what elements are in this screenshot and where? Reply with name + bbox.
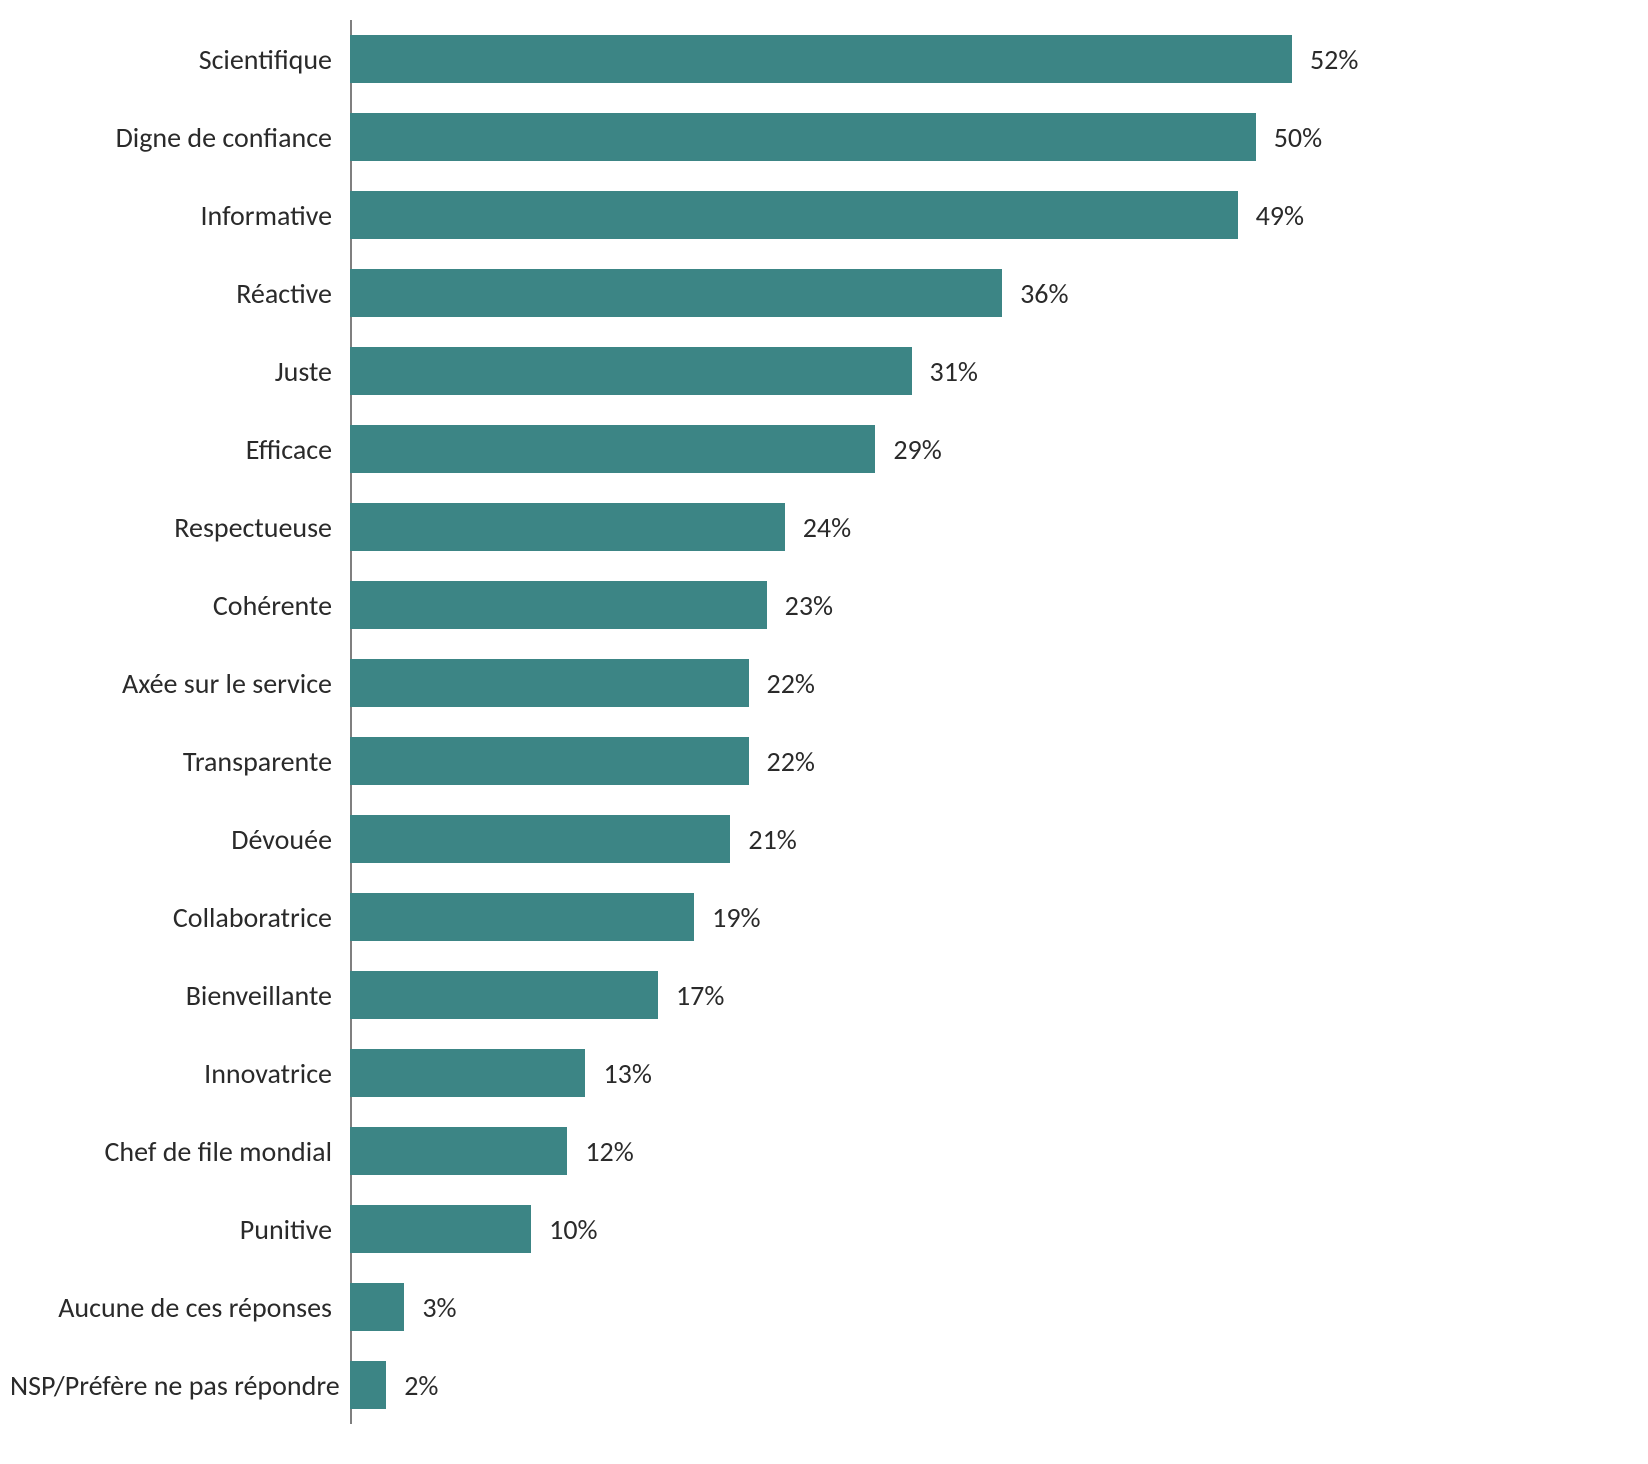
bar-area: 19%: [350, 893, 1618, 941]
chart-row: Scientifique 52%: [10, 20, 1618, 98]
bar: [350, 737, 749, 785]
bar-area: 52%: [350, 35, 1618, 83]
bar: [350, 659, 749, 707]
bar: [350, 191, 1238, 239]
chart-row: Chef de file mondial 12%: [10, 1112, 1618, 1190]
bar-area: 50%: [350, 113, 1618, 161]
horizontal-bar-chart: Scientifique 52% Digne de confiance 50% Info…: [10, 20, 1618, 1424]
category-label: Punitive: [10, 1212, 350, 1247]
bar: [350, 581, 767, 629]
chart-row: Respectueuse 24%: [10, 488, 1618, 566]
value-label: 49%: [1238, 198, 1304, 233]
chart-row: Aucune de ces réponses 3%: [10, 1268, 1618, 1346]
bar-area: 22%: [350, 659, 1618, 707]
chart-row: Juste 31%: [10, 332, 1618, 410]
chart-row: Axée sur le service 22%: [10, 644, 1618, 722]
chart-row: Efficace 29%: [10, 410, 1618, 488]
bar: [350, 815, 730, 863]
category-label: Chef de file mondial: [10, 1134, 350, 1169]
chart-row: Bienveillante 17%: [10, 956, 1618, 1034]
chart-row: Informative 49%: [10, 176, 1618, 254]
bar: [350, 425, 875, 473]
bar: [350, 1127, 567, 1175]
bar-area: 36%: [350, 269, 1618, 317]
bar: [350, 1205, 531, 1253]
bar-area: 29%: [350, 425, 1618, 473]
chart-row: NSP/Préfère ne pas répondre 2%: [10, 1346, 1618, 1424]
chart-row: Réactive 36%: [10, 254, 1618, 332]
category-label: Informative: [10, 198, 350, 233]
bar: [350, 1283, 404, 1331]
value-label: 21%: [730, 822, 796, 857]
bar: [350, 113, 1256, 161]
category-label: Collaboratrice: [10, 900, 350, 935]
category-label: Innovatrice: [10, 1056, 350, 1091]
bar-area: 12%: [350, 1127, 1618, 1175]
bar-area: 23%: [350, 581, 1618, 629]
value-label: 10%: [531, 1212, 597, 1247]
bar-area: 2%: [350, 1361, 1618, 1409]
bar: [350, 971, 658, 1019]
category-label: Aucune de ces réponses: [10, 1290, 350, 1325]
bar-area: 21%: [350, 815, 1618, 863]
chart-row: Cohérente 23%: [10, 566, 1618, 644]
bar: [350, 893, 694, 941]
value-label: 36%: [1002, 276, 1068, 311]
value-label: 23%: [767, 588, 833, 623]
category-label: Cohérente: [10, 588, 350, 623]
value-label: 19%: [694, 900, 760, 935]
bar: [350, 1361, 386, 1409]
category-label: Bienveillante: [10, 978, 350, 1013]
bar-area: 22%: [350, 737, 1618, 785]
value-label: 22%: [749, 666, 815, 701]
bar-area: 10%: [350, 1205, 1618, 1253]
category-label: Efficace: [10, 432, 350, 467]
category-label: Scientifique: [10, 42, 350, 77]
category-label: Réactive: [10, 276, 350, 311]
bar: [350, 35, 1292, 83]
category-label: NSP/Préfère ne pas répondre: [10, 1368, 350, 1403]
value-label: 13%: [585, 1056, 651, 1091]
bar: [350, 503, 785, 551]
value-label: 3%: [404, 1290, 456, 1325]
value-label: 22%: [749, 744, 815, 779]
bar-area: 31%: [350, 347, 1618, 395]
bar-area: 17%: [350, 971, 1618, 1019]
value-label: 52%: [1292, 42, 1358, 77]
value-label: 24%: [785, 510, 851, 545]
bar-area: 24%: [350, 503, 1618, 551]
value-label: 50%: [1256, 120, 1322, 155]
bar-area: 3%: [350, 1283, 1618, 1331]
bar: [350, 269, 1002, 317]
category-label: Transparente: [10, 744, 350, 779]
bar: [350, 347, 912, 395]
chart-row: Collaboratrice 19%: [10, 878, 1618, 956]
category-label: Dévouée: [10, 822, 350, 857]
category-label: Digne de confiance: [10, 120, 350, 155]
bar-area: 49%: [350, 191, 1618, 239]
value-label: 31%: [912, 354, 978, 389]
value-label: 17%: [658, 978, 724, 1013]
value-label: 2%: [386, 1368, 438, 1403]
chart-row: Innovatrice 13%: [10, 1034, 1618, 1112]
category-label: Axée sur le service: [10, 666, 350, 701]
chart-row: Transparente 22%: [10, 722, 1618, 800]
chart-row: Digne de confiance 50%: [10, 98, 1618, 176]
bar: [350, 1049, 585, 1097]
value-label: 29%: [875, 432, 941, 467]
category-label: Respectueuse: [10, 510, 350, 545]
chart-row: Punitive 10%: [10, 1190, 1618, 1268]
chart-rows: Scientifique 52% Digne de confiance 50% Info…: [10, 20, 1618, 1424]
value-label: 12%: [567, 1134, 633, 1169]
bar-area: 13%: [350, 1049, 1618, 1097]
chart-row: Dévouée 21%: [10, 800, 1618, 878]
category-label: Juste: [10, 354, 350, 389]
